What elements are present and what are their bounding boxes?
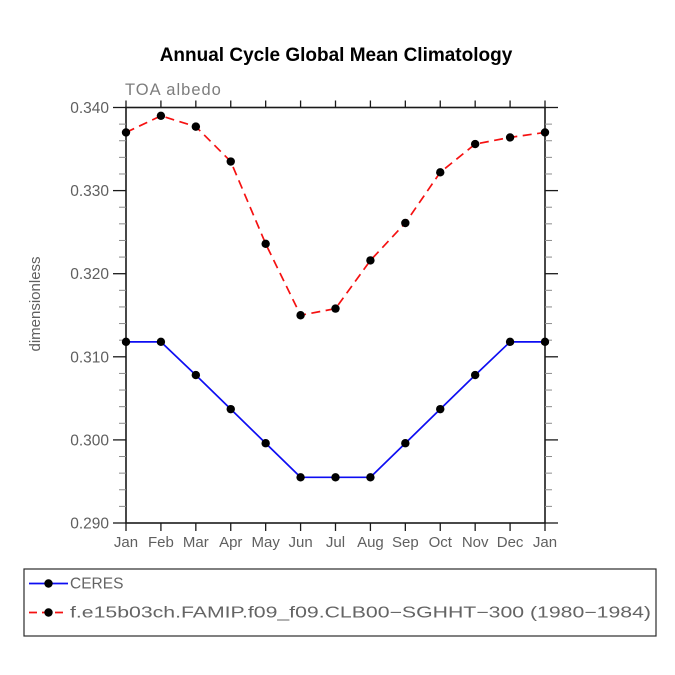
y-tick-label: 0.310 [70,349,109,366]
data-point [261,239,270,248]
data-series [121,111,550,482]
data-point [156,337,166,347]
data-point [505,133,515,142]
data-point [436,404,445,414]
data-point [226,157,235,166]
data-point [296,311,305,320]
y-tick-label: 0.340 [70,100,109,117]
x-tick-label: Jul [326,534,345,551]
x-tick-label: Aug [357,534,384,551]
x-tick-label: Apr [219,534,242,551]
data-point [296,473,305,482]
data-point [540,337,550,347]
x-tick-label: May [251,534,280,551]
x-tick-label: Jan [533,534,557,551]
data-point [436,168,445,177]
axes: Jan Feb Mar Apr May Jun Jul Aug Sep Oct Nov Dec Jan 0… [70,100,558,551]
data-point [261,439,270,448]
legend: CERES f.e15b03ch.FAMIP.f09_f09.CLB00−SGH… [23,568,657,637]
data-point [226,404,235,414]
legend-entry-ceres: CERES [29,576,123,593]
data-point [401,439,410,448]
data-point [121,128,131,137]
x-tick-label: Dec [497,534,524,551]
legend-box [23,568,657,637]
data-point [366,473,375,482]
x-tick-label: Jun [288,534,312,551]
data-point [121,337,131,347]
x-tick-label: Sep [392,534,419,551]
data-point [191,122,201,131]
legend-entry-model: f.e15b03ch.FAMIP.f09_f09.CLB00−SGHHT−300… [29,605,651,622]
x-tick-label: Oct [429,534,453,551]
data-point [470,139,480,149]
data-point [331,304,340,313]
data-point [366,256,375,265]
data-point [331,473,340,482]
data-point [401,218,410,228]
chart-subtitle: TOA albedo [125,81,222,99]
x-tick-label: Nov [462,534,489,551]
x-tick-label: Feb [148,534,174,551]
series-line-1 [125,114,546,317]
legend-label-model: f.e15b03ch.FAMIP.f09_f09.CLB00−SGHHT−300… [70,605,651,622]
x-tick-label: Mar [183,534,209,551]
data-point [191,370,201,380]
y-tick-label: 0.320 [70,266,109,283]
y-tick-label: 0.330 [70,183,109,200]
x-tick-label: Jan [114,534,138,551]
y-tick-label: 0.300 [70,432,109,449]
data-point [505,337,515,347]
y-axis-label: dimensionless [27,256,44,351]
ceres-marker-sample [44,579,53,588]
series-line-0 [126,340,545,479]
data-point [470,370,480,380]
chart-title: Annual Cycle Global Mean Climatology [160,45,513,66]
legend-label-ceres: CERES [70,576,123,593]
model-marker-sample [44,608,53,617]
data-point [540,128,550,137]
plot-frame [125,106,546,524]
data-point [156,111,166,121]
y-tick-label: 0.290 [70,516,109,533]
